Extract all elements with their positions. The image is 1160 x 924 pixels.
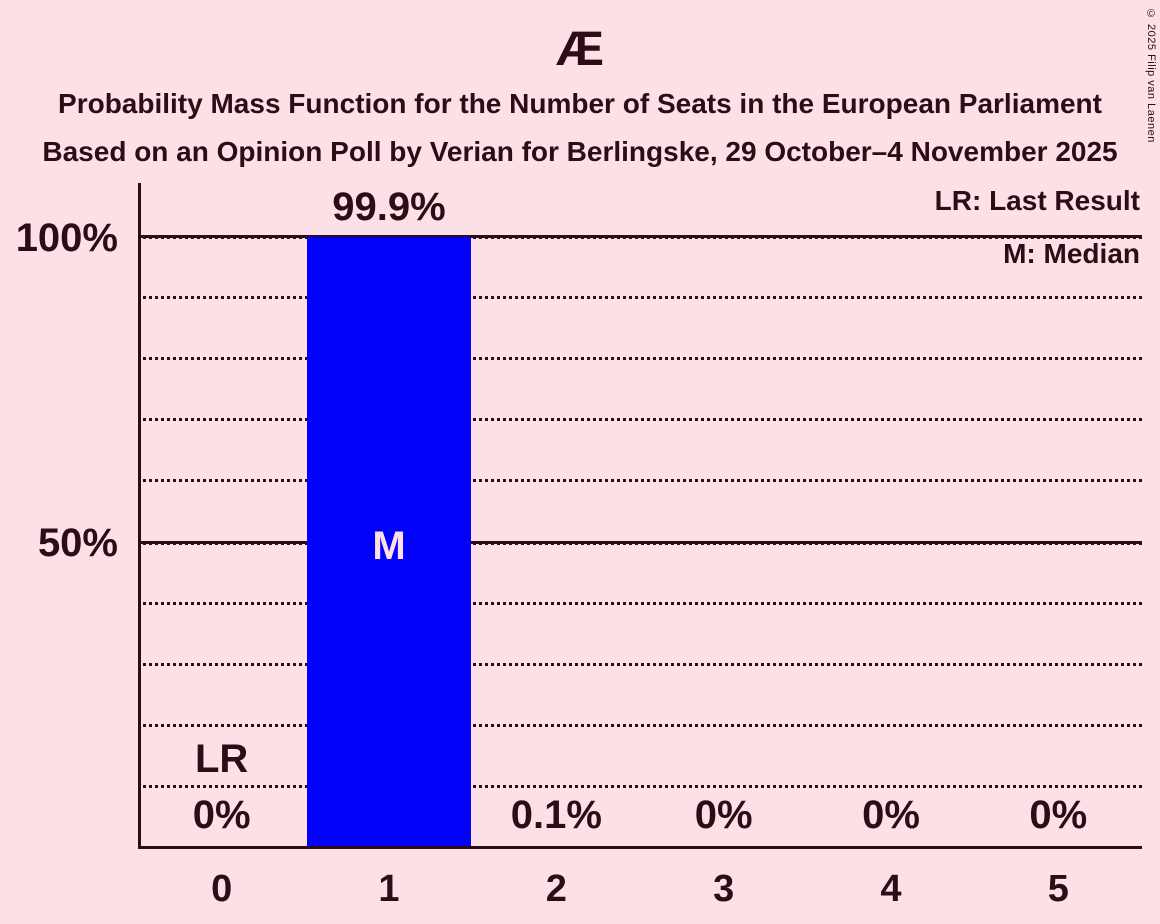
gridline-dotted-80 bbox=[138, 357, 1142, 361]
gridline-dotted-30 bbox=[138, 662, 1142, 666]
x-axis-tick-4: 4 bbox=[880, 868, 902, 910]
bar-seats-1 bbox=[307, 236, 471, 847]
x-axis-tick-2: 2 bbox=[545, 868, 567, 910]
gridline-dotted-40 bbox=[138, 601, 1142, 605]
y-axis-tick-50: 50% bbox=[37, 521, 118, 565]
value-label-5: 0% bbox=[1029, 793, 1088, 837]
y-axis-line bbox=[138, 183, 141, 849]
gridline-rail bbox=[138, 236, 1142, 239]
last-result-marker: LR bbox=[194, 737, 249, 781]
chart-subtitle-line2: Based on an Opinion Poll by Verian for B… bbox=[42, 136, 1118, 167]
x-axis-tick-5: 5 bbox=[1047, 868, 1069, 910]
gridline-dotted-60 bbox=[138, 479, 1142, 483]
gridline-major-50 bbox=[138, 540, 1142, 545]
value-label-2: 0.1% bbox=[510, 793, 602, 837]
legend-last-result: LR: Last Result bbox=[934, 185, 1140, 216]
x-axis-tick-3: 3 bbox=[713, 868, 735, 910]
value-label-1: 99.9% bbox=[332, 184, 446, 229]
x-axis-tick-1: 1 bbox=[378, 868, 400, 910]
chart-subtitle-line1: Probability Mass Function for the Number… bbox=[58, 88, 1102, 119]
gridline-dotted-20 bbox=[138, 723, 1142, 727]
legend-median: M: Median bbox=[1003, 238, 1140, 269]
value-label-0: 0% bbox=[192, 793, 251, 837]
x-axis-tick-0: 0 bbox=[211, 868, 233, 910]
y-axis-tick-100: 100% bbox=[15, 216, 118, 260]
gridline-major-100 bbox=[138, 235, 1142, 239]
gridline-dotted-90 bbox=[138, 296, 1142, 300]
x-axis-line bbox=[138, 846, 1142, 849]
value-label-4: 0% bbox=[862, 793, 920, 837]
gridline-dotted-10 bbox=[138, 784, 1142, 788]
copyright-notice: © 2025 Filip van Laenen bbox=[1145, 8, 1157, 143]
gridline-dotted-70 bbox=[138, 418, 1142, 422]
gridline-rail bbox=[138, 541, 1142, 545]
value-label-3: 0% bbox=[694, 793, 753, 837]
page-title: Æ bbox=[556, 23, 604, 76]
median-marker: M bbox=[372, 524, 406, 568]
